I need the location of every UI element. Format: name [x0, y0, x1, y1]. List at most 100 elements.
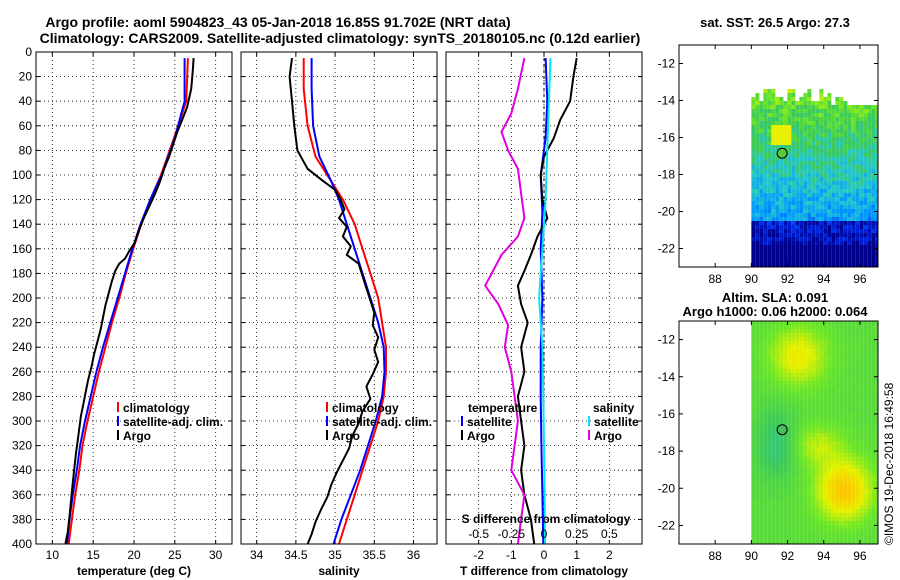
heatmap-cell [799, 425, 804, 429]
heatmap-cell [795, 349, 800, 353]
heatmap-cell [859, 501, 864, 505]
heatmap-cell [819, 405, 824, 409]
heatmap-cell [807, 185, 812, 189]
heatmap-cell [811, 249, 816, 253]
heatmap-cell [751, 153, 756, 157]
heatmap-cell [847, 469, 852, 473]
heatmap-cell [871, 113, 876, 117]
heatmap-cell [871, 125, 876, 129]
heatmap-cell [855, 341, 860, 345]
heatmap-cell [751, 449, 756, 453]
heatmap-cell [771, 137, 776, 141]
heatmap-cell [779, 509, 784, 513]
heatmap-cell [827, 389, 832, 393]
heatmap-cell [779, 525, 784, 529]
heatmap-cell [847, 225, 852, 229]
heatmap-cell [875, 397, 878, 401]
heatmap-cell [803, 221, 808, 225]
heatmap-cell [791, 161, 796, 165]
heatmap-cell [851, 441, 856, 445]
heatmap-cell [755, 405, 760, 409]
heatmap-cell [807, 121, 812, 125]
heatmap-cell [763, 365, 768, 369]
heatmap-cell [855, 265, 860, 267]
heatmap-cell [763, 481, 768, 485]
heatmap-cell [791, 377, 796, 381]
heatmap-cell [875, 109, 878, 113]
heatmap-cell [863, 257, 868, 261]
heatmap-cell [775, 245, 780, 249]
heatmap-cell [755, 257, 760, 261]
heatmap-cell [823, 521, 828, 525]
heatmap-cell [855, 325, 860, 329]
heatmap-cell [819, 345, 824, 349]
heatmap-cell [863, 537, 868, 541]
heatmap-cell [839, 417, 844, 421]
heatmap-cell [851, 225, 856, 229]
heatmap-cell [823, 97, 828, 101]
heatmap-cell [791, 241, 796, 245]
heatmap-cell [859, 421, 864, 425]
heatmap-cell [831, 341, 836, 345]
heatmap-cell [755, 133, 760, 137]
heatmap-cell [795, 253, 800, 257]
heatmap-cell [819, 197, 824, 201]
heatmap-cell [839, 409, 844, 413]
heatmap-cell [843, 197, 848, 201]
heatmap-cell [759, 353, 764, 357]
heatmap-cell [847, 241, 852, 245]
heatmap-cell [767, 249, 772, 253]
heatmap-cell [827, 121, 832, 125]
heatmap-cell [839, 113, 844, 117]
heatmap-cell [839, 369, 844, 373]
heatmap-cell [823, 345, 828, 349]
heatmap-cell [855, 465, 860, 469]
heatmap-cell [875, 489, 878, 493]
heatmap-cell [751, 385, 756, 389]
heatmap-cell [787, 149, 792, 153]
heatmap-cell [843, 365, 848, 369]
heatmap-cell [787, 213, 792, 217]
heatmap-cell [867, 149, 872, 153]
heatmap-cell [799, 533, 804, 537]
heatmap-cell [851, 529, 856, 533]
heatmap-cell [863, 353, 868, 357]
heatmap-cell [859, 149, 864, 153]
legend-title-salinity: salinity [593, 401, 635, 415]
heatmap-cell [775, 101, 780, 105]
heatmap-cell [835, 413, 840, 417]
heatmap-cell [855, 205, 860, 209]
heatmap-cell [843, 261, 848, 265]
heatmap-cell [855, 405, 860, 409]
heatmap-cell [763, 173, 768, 177]
heatmap-cell [819, 485, 824, 489]
heatmap-cell [871, 349, 876, 353]
heatmap-cell [763, 469, 768, 473]
heatmap-cell [779, 165, 784, 169]
heatmap-cell [807, 417, 812, 421]
heatmap-cell [843, 329, 848, 333]
heatmap-cell [755, 189, 760, 193]
heatmap-cell [815, 457, 820, 461]
heatmap-cell [835, 433, 840, 437]
heatmap-cell [811, 473, 816, 477]
heatmap-cell [875, 537, 878, 541]
heatmap-cell [875, 377, 878, 381]
heatmap-cell [819, 233, 824, 237]
heatmap-cell [855, 185, 860, 189]
heatmap-cell [779, 529, 784, 533]
heatmap-cell [851, 145, 856, 149]
heatmap-cell [851, 153, 856, 157]
heatmap-cell [759, 457, 764, 461]
heatmap-cell [767, 393, 772, 397]
heatmap-cell [839, 453, 844, 457]
heatmap-cell [763, 373, 768, 377]
heatmap-cell [807, 213, 812, 217]
heatmap-cell [795, 121, 800, 125]
heatmap-cell [819, 133, 824, 137]
heatmap-cell [779, 401, 784, 405]
heatmap-cell [851, 453, 856, 457]
heatmap-cell [875, 401, 878, 405]
heatmap-cell [779, 237, 784, 241]
